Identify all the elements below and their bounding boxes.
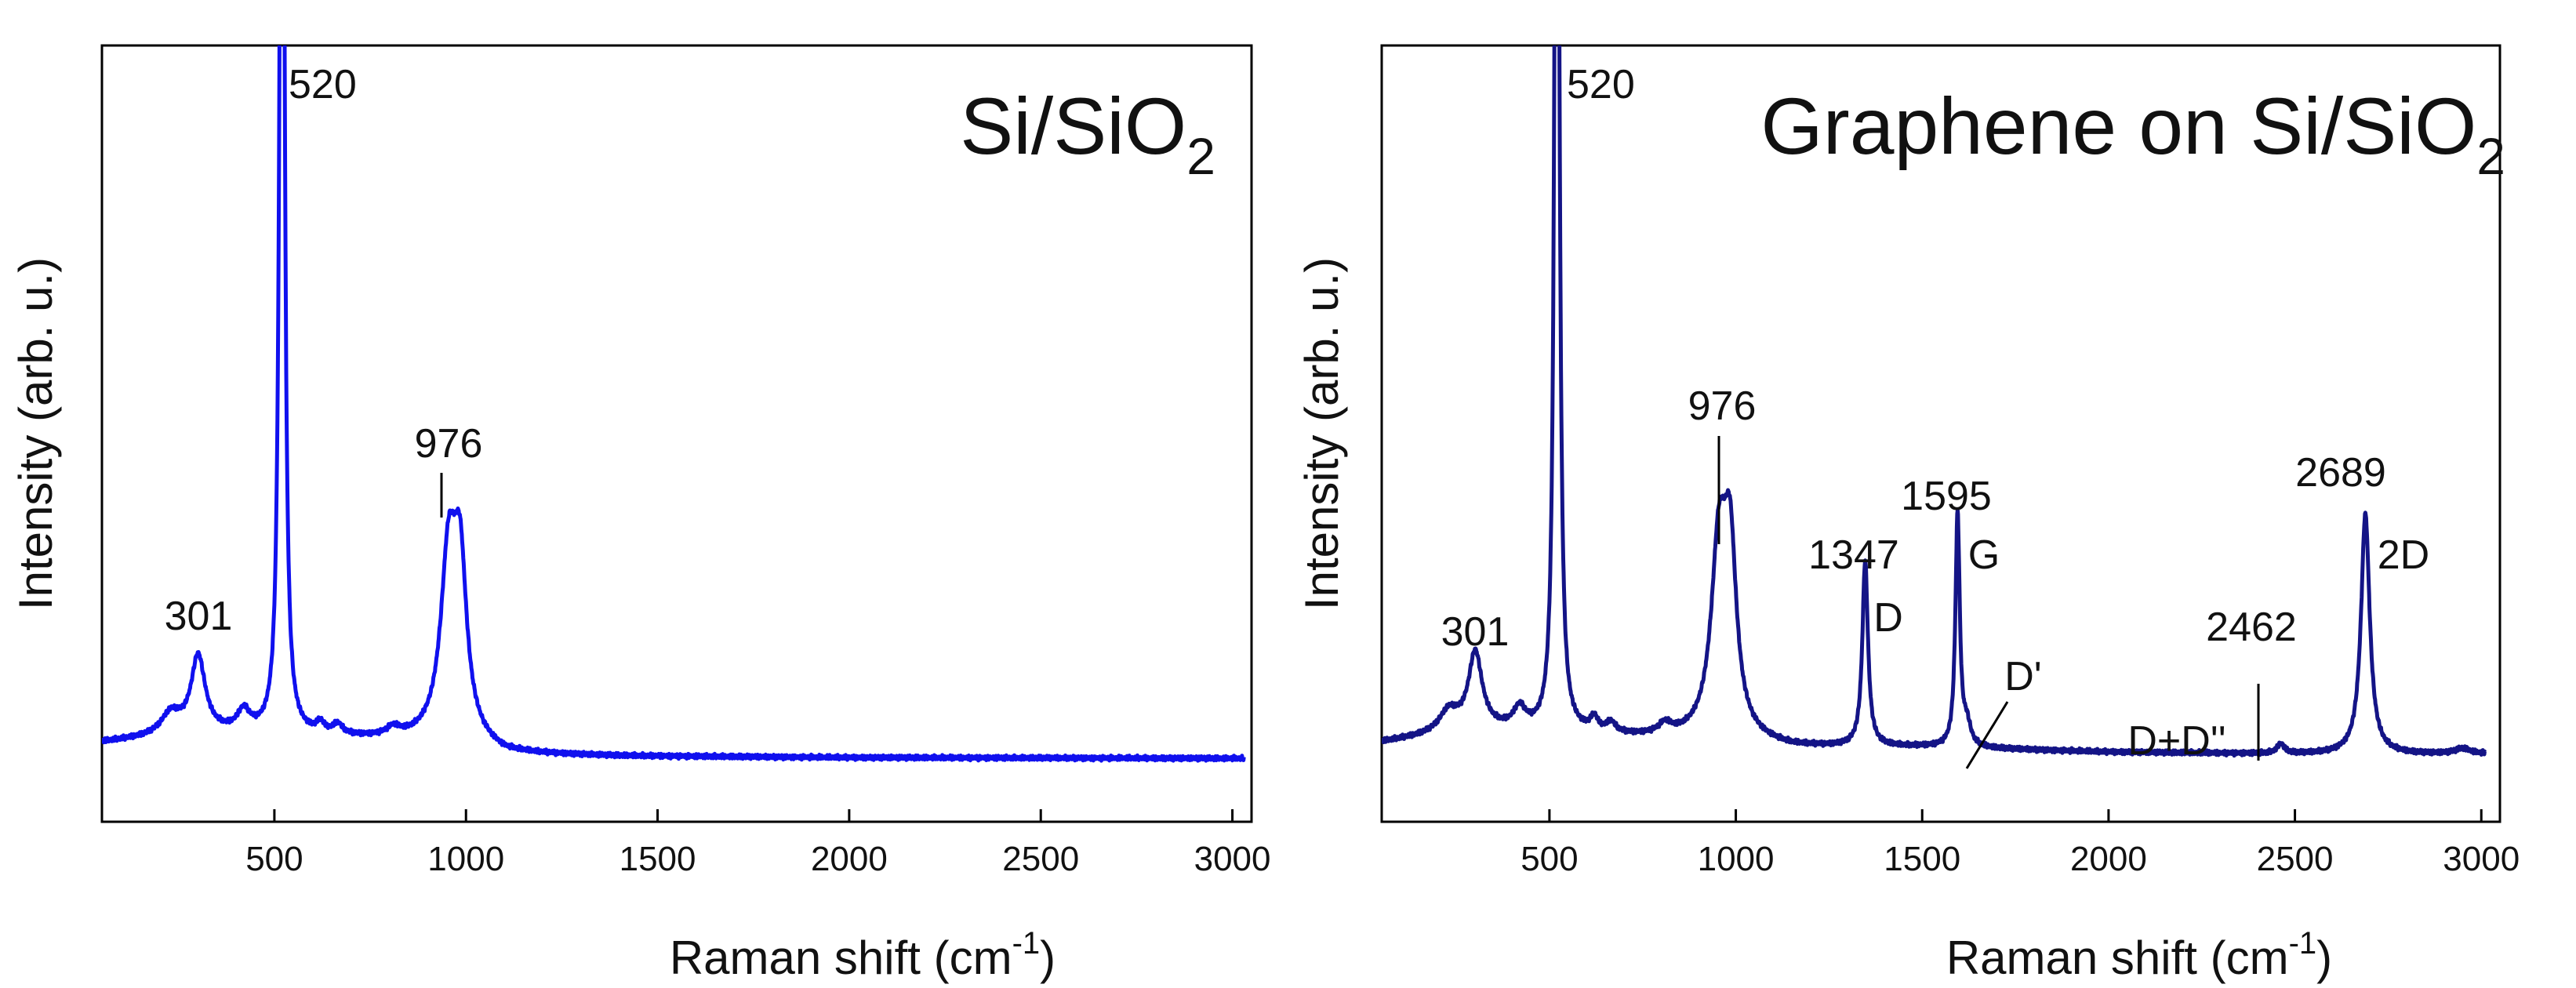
- chart-si-sio2: 500 1000 1500 2000 2500 3000 Si/SiO2 Raman sh…: [9, 44, 1271, 984]
- band-label-2d: 2D: [2378, 532, 2429, 578]
- x-axis-label: Raman shift (cm-1): [670, 926, 1055, 984]
- x-tick-label: 1500: [619, 840, 696, 878]
- x-axis-label: Raman shift (cm-1): [1946, 926, 2332, 984]
- band-label-g: G: [1968, 532, 2000, 578]
- x-tick-label: 500: [1521, 840, 1578, 878]
- y-axis-label: Intensity (arb. u.): [1295, 257, 1348, 610]
- x-tick-label: 500: [245, 840, 303, 878]
- peak-label-301: 301: [1441, 609, 1510, 655]
- peak-label-1347: 1347: [1808, 532, 1899, 578]
- peak-label-520: 520: [289, 62, 357, 107]
- peak-label-2689: 2689: [2295, 450, 2386, 496]
- x-tick-label: 2500: [2257, 840, 2334, 878]
- x-tick-label: 2000: [811, 840, 888, 878]
- spectrum-line: [102, 45, 1246, 763]
- chart-graphene: 500 1000 1500 2000 2500 3000 Graphene on Si/S…: [1295, 44, 2520, 984]
- x-axis-ticks: 500 1000 1500 2000 2500 3000: [245, 809, 1271, 878]
- x-tick-label: 3000: [1194, 840, 1271, 878]
- panel-title: Si/SiO2: [960, 82, 1215, 185]
- x-tick-label: 2000: [2070, 840, 2147, 878]
- x-tick-label: 2500: [1002, 840, 1079, 878]
- band-label-d-plus-d-double-prime: D+D'': [2127, 718, 2225, 764]
- panel-title: Graphene on Si/SiO2: [1760, 82, 2505, 185]
- band-label-d-prime: D': [2004, 654, 2041, 699]
- x-tick-label: 1500: [1884, 840, 1960, 878]
- x-axis-ticks: 500 1000 1500 2000 2500 3000: [1521, 809, 2520, 878]
- peak-label-1595: 1595: [1901, 474, 1992, 519]
- x-tick-label: 3000: [2443, 840, 2520, 878]
- peak-label-301: 301: [165, 594, 233, 639]
- peak-label-976: 976: [415, 421, 483, 467]
- plot-frame: [1380, 44, 2502, 823]
- band-label-d: D: [1873, 595, 1903, 641]
- x-tick-label: 1000: [427, 840, 504, 878]
- peak-label-520: 520: [1567, 62, 1635, 107]
- peak-label-2462: 2462: [2206, 605, 2297, 650]
- plot-frame: [100, 44, 1253, 823]
- y-axis-label: Intensity (arb. u.): [9, 257, 62, 610]
- peak-label-976: 976: [1688, 383, 1757, 429]
- leader-d-prime: [1965, 701, 2009, 769]
- x-tick-label: 1000: [1698, 840, 1775, 878]
- spectrum-line: [1382, 45, 2487, 758]
